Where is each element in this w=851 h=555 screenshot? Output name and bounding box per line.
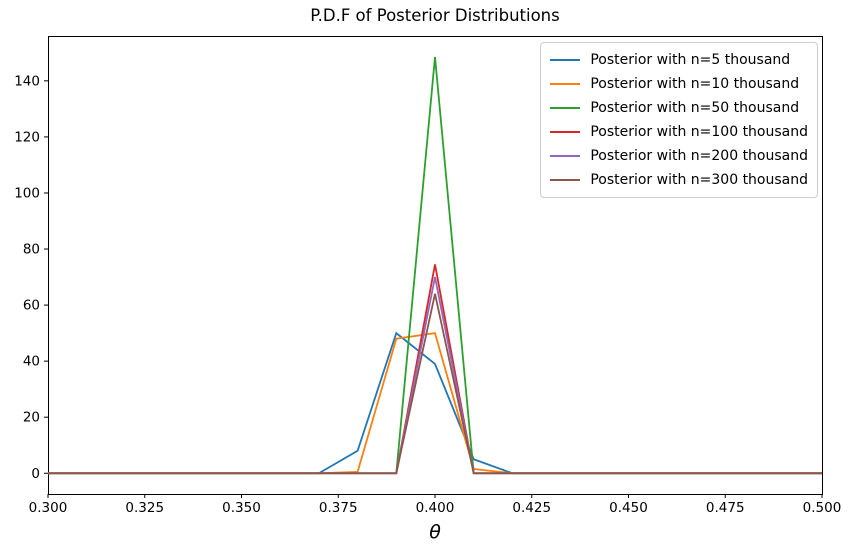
y-tick-label: 140 [14, 73, 40, 89]
legend-label: Posterior with n=300 thousand [590, 172, 808, 188]
x-tick-label: 0.475 [706, 500, 745, 516]
legend-line-swatch [550, 155, 581, 157]
legend-label: Posterior with n=200 thousand [590, 148, 808, 164]
x-tick-label: 0.450 [609, 500, 648, 516]
x-tick-label: 0.425 [512, 500, 551, 516]
y-tick-label: 0 [31, 466, 40, 482]
y-tick-label: 120 [14, 129, 40, 145]
legend: Posterior with n=5 thousand Posterior wit… [540, 42, 818, 198]
legend-label: Posterior with n=5 thousand [590, 52, 791, 68]
legend-item: Posterior with n=200 thousand [550, 144, 808, 168]
y-tick-label: 60 [23, 298, 40, 314]
x-tick-label: 0.350 [222, 500, 261, 516]
legend-line-swatch [550, 107, 581, 109]
legend-item: Posterior with n=50 thousand [550, 96, 808, 120]
legend-line-swatch [550, 83, 581, 85]
legend-line-swatch [550, 131, 581, 133]
series-line [48, 276, 822, 475]
legend-item: Posterior with n=100 thousand [550, 120, 808, 144]
series-line [48, 331, 822, 475]
y-tick-label: 80 [23, 242, 40, 258]
x-axis-label: θ [429, 521, 441, 543]
legend-item: Posterior with n=5 thousand [550, 48, 808, 72]
chart-title: P.D.F of Posterior Distributions [310, 6, 560, 25]
x-tick-label: 0.375 [319, 500, 358, 516]
series-line [48, 332, 822, 475]
legend-label: Posterior with n=10 thousand [590, 76, 800, 92]
x-tick-label: 0.400 [416, 500, 455, 516]
legend-line-swatch [550, 179, 581, 181]
x-tick-label: 0.300 [29, 500, 68, 516]
legend-item: Posterior with n=300 thousand [550, 168, 808, 192]
y-tick-label: 20 [23, 410, 40, 426]
y-tick-label: 40 [23, 354, 40, 370]
legend-label: Posterior with n=50 thousand [590, 100, 800, 116]
x-tick-label: 0.500 [803, 500, 842, 516]
y-tick-label: 100 [14, 185, 40, 201]
x-tick-label: 0.325 [125, 500, 164, 516]
legend-label: Posterior with n=100 thousand [590, 124, 808, 140]
legend-line-swatch [550, 59, 581, 61]
series-line [48, 293, 822, 475]
legend-item: Posterior with n=10 thousand [550, 72, 808, 96]
